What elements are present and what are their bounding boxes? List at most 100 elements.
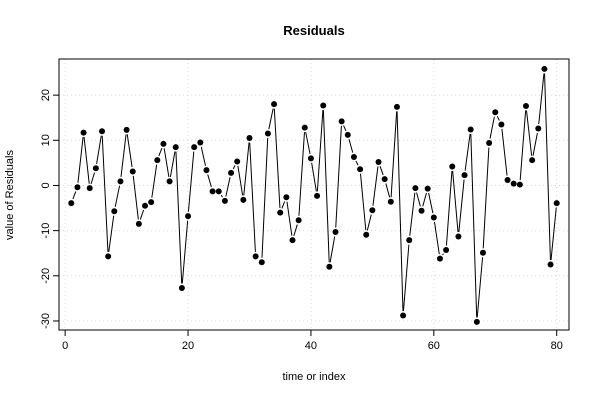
data-point bbox=[332, 228, 339, 235]
series-line-segment bbox=[355, 160, 359, 166]
data-point bbox=[228, 169, 235, 176]
data-point bbox=[154, 157, 161, 164]
series-line-segment bbox=[501, 128, 508, 176]
data-point bbox=[400, 312, 407, 319]
data-point bbox=[142, 202, 149, 209]
series-line-segment bbox=[126, 134, 133, 168]
data-point bbox=[80, 129, 87, 136]
plot-frame bbox=[58, 58, 570, 331]
data-point bbox=[436, 255, 443, 262]
data-point bbox=[418, 207, 425, 214]
series-line-segment bbox=[187, 151, 195, 212]
data-point bbox=[166, 178, 173, 185]
series-line-segment bbox=[249, 142, 256, 252]
data-point bbox=[264, 130, 271, 137]
data-point bbox=[289, 237, 296, 244]
data-point bbox=[185, 213, 192, 220]
data-point bbox=[357, 166, 364, 173]
series-line-segment bbox=[225, 177, 231, 197]
data-point bbox=[461, 172, 468, 179]
data-point bbox=[498, 121, 505, 128]
series-line-segment bbox=[175, 151, 183, 284]
series-line-segment bbox=[544, 73, 551, 261]
series-line-segment bbox=[476, 257, 484, 318]
series-line-segment bbox=[366, 214, 372, 231]
series-line-segment bbox=[422, 192, 427, 207]
data-point bbox=[271, 101, 278, 108]
series-line-segment bbox=[442, 253, 444, 256]
series-line-segment bbox=[281, 201, 286, 209]
data-point bbox=[74, 184, 81, 191]
series-line-segment bbox=[298, 132, 305, 216]
series-line-segment bbox=[101, 135, 109, 252]
data-point bbox=[516, 181, 523, 188]
series-line-segment bbox=[532, 132, 538, 156]
series-line-segment bbox=[139, 209, 145, 220]
data-point bbox=[301, 124, 308, 131]
data-point bbox=[283, 194, 290, 201]
y-tick-label: -10 bbox=[40, 223, 52, 239]
data-point bbox=[172, 144, 179, 151]
chart-title: Residuals bbox=[283, 23, 344, 38]
data-point bbox=[111, 208, 118, 215]
data-point bbox=[191, 144, 198, 151]
series-line-segment bbox=[538, 73, 545, 125]
series-line-segment bbox=[329, 236, 336, 263]
data-point bbox=[363, 231, 370, 238]
data-point bbox=[197, 139, 204, 146]
series-line-segment bbox=[169, 151, 176, 178]
data-point bbox=[535, 125, 542, 132]
series-line-segment bbox=[452, 170, 459, 233]
data-point bbox=[406, 237, 413, 244]
data-point bbox=[123, 126, 130, 133]
series-line-segment bbox=[268, 108, 274, 130]
data-point bbox=[240, 196, 247, 203]
series-line-segment bbox=[343, 125, 347, 131]
series-line-segment bbox=[181, 220, 189, 284]
series-line-segment bbox=[416, 192, 421, 207]
data-point bbox=[510, 180, 517, 187]
data-point bbox=[295, 217, 302, 224]
data-point bbox=[86, 185, 93, 192]
series-line-segment bbox=[335, 125, 342, 228]
series-line-segment bbox=[519, 110, 527, 181]
y-tick-label: -30 bbox=[40, 313, 52, 329]
series-line-segment bbox=[396, 111, 404, 312]
data-point bbox=[246, 135, 253, 142]
data-point bbox=[492, 109, 499, 116]
series-line-segment bbox=[72, 191, 77, 200]
data-point bbox=[547, 261, 554, 268]
data-series bbox=[68, 65, 560, 325]
data-point bbox=[160, 140, 167, 147]
data-point bbox=[338, 118, 345, 125]
data-point bbox=[504, 177, 511, 184]
data-point bbox=[326, 263, 333, 270]
data-point bbox=[529, 157, 536, 164]
data-point bbox=[99, 128, 106, 135]
series-line-segment bbox=[379, 166, 384, 176]
series-line-segment bbox=[83, 137, 90, 184]
series-line-segment bbox=[372, 166, 379, 206]
series-line-segment bbox=[207, 174, 212, 188]
data-point bbox=[215, 188, 222, 195]
series-line-segment bbox=[305, 131, 311, 155]
series-line-segment bbox=[390, 111, 398, 198]
data-point bbox=[541, 65, 548, 72]
series-line-segment bbox=[220, 194, 223, 198]
data-point bbox=[314, 192, 321, 199]
series-line-segment bbox=[120, 134, 127, 177]
data-point bbox=[117, 178, 124, 185]
data-point bbox=[553, 200, 560, 207]
data-point bbox=[252, 253, 259, 260]
data-point bbox=[234, 158, 241, 165]
series-line-segment bbox=[385, 183, 391, 198]
data-point bbox=[479, 249, 486, 256]
series-line-segment bbox=[237, 165, 244, 196]
series-line-segment bbox=[151, 164, 158, 198]
series-line-segment bbox=[132, 175, 139, 220]
x-tick-label: 40 bbox=[305, 340, 317, 352]
data-point bbox=[344, 131, 351, 138]
data-point bbox=[320, 102, 327, 109]
y-axis: -30 -20 -10 0 10 20 bbox=[40, 89, 59, 329]
